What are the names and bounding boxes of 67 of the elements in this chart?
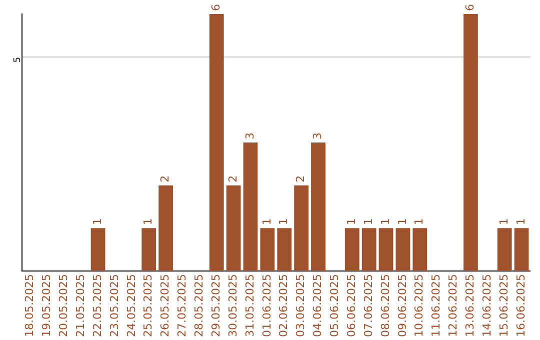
bar (158, 185, 173, 272)
x-tick-label: 11.06.2025 (430, 274, 443, 338)
x-tick-label: 20.05.2025 (57, 274, 70, 338)
data-label: 1 (260, 218, 274, 226)
bar (344, 228, 360, 272)
bar (226, 185, 241, 272)
x-tick-label: 08.06.2025 (378, 274, 392, 338)
x-tick-label: 29.05.2025 (209, 274, 222, 338)
data-label: 1 (378, 218, 392, 226)
x-tick-label: 02.06.2025 (277, 274, 290, 338)
x-tick-label: 21.05.2025 (74, 274, 87, 338)
x-tick-label: 04.06.2025 (311, 274, 324, 338)
bar (497, 228, 512, 272)
data-label: 1 (277, 218, 290, 226)
bar (260, 228, 275, 272)
x-tick-label: 06.06.2025 (344, 274, 358, 338)
x-tick-label: 05.06.2025 (328, 274, 342, 338)
data-label: 3 (311, 132, 324, 140)
x-tick-label: 12.06.2025 (446, 274, 460, 338)
x-tick-label: 14.06.2025 (480, 274, 494, 338)
data-label: 1 (142, 218, 155, 226)
x-tick-label: 27.05.2025 (176, 274, 189, 338)
x-tick-label: 31.05.2025 (243, 274, 256, 338)
x-tick-label: 09.06.2025 (396, 274, 409, 338)
data-label: 1 (497, 218, 510, 226)
data-label: 6 (464, 4, 477, 11)
data-label: 2 (294, 175, 308, 182)
x-tick-label: 01.06.2025 (260, 274, 274, 338)
data-label: 1 (396, 218, 409, 226)
data-label: 1 (362, 218, 375, 226)
y-tick-label: 5 (13, 56, 24, 63)
bar (90, 228, 106, 272)
data-label: 6 (209, 4, 222, 11)
x-tick-label: 25.05.2025 (142, 274, 155, 338)
x-tick-label: 16.06.2025 (514, 274, 528, 338)
x-tick-label: 22.05.2025 (90, 274, 104, 338)
bar (277, 228, 292, 272)
bar (378, 228, 394, 272)
bar (362, 228, 376, 272)
x-tick-label: 19.05.2025 (40, 274, 54, 338)
data-label: 3 (243, 132, 256, 140)
bar (311, 142, 326, 272)
x-tick-label: 15.06.2025 (497, 274, 510, 338)
x-tick-label: 26.05.2025 (158, 274, 172, 338)
data-label: 2 (158, 175, 172, 182)
x-tick-label: 23.05.2025 (108, 274, 121, 338)
bar (209, 14, 224, 272)
x-tick-label: 24.05.2025 (124, 274, 138, 338)
x-tick-label: 13.06.2025 (464, 274, 477, 338)
bar (514, 228, 529, 272)
x-tick-label: 30.05.2025 (226, 274, 240, 338)
bar (142, 228, 156, 272)
data-label: 1 (90, 218, 104, 226)
x-tick-label: 07.06.2025 (362, 274, 375, 338)
bar (243, 142, 258, 272)
data-label: 2 (226, 175, 240, 182)
bar (396, 228, 410, 272)
bar (412, 228, 428, 272)
x-tick-label: 28.05.2025 (192, 274, 206, 338)
x-tick-label: 18.05.2025 (23, 274, 36, 338)
data-label: 1 (514, 218, 528, 226)
bar (464, 14, 478, 272)
data-label: 1 (344, 218, 358, 226)
x-tick-label: 03.06.2025 (294, 274, 308, 338)
data-label: 1 (412, 218, 426, 226)
x-tick-label: 10.06.2025 (412, 274, 426, 338)
bar (294, 185, 309, 272)
